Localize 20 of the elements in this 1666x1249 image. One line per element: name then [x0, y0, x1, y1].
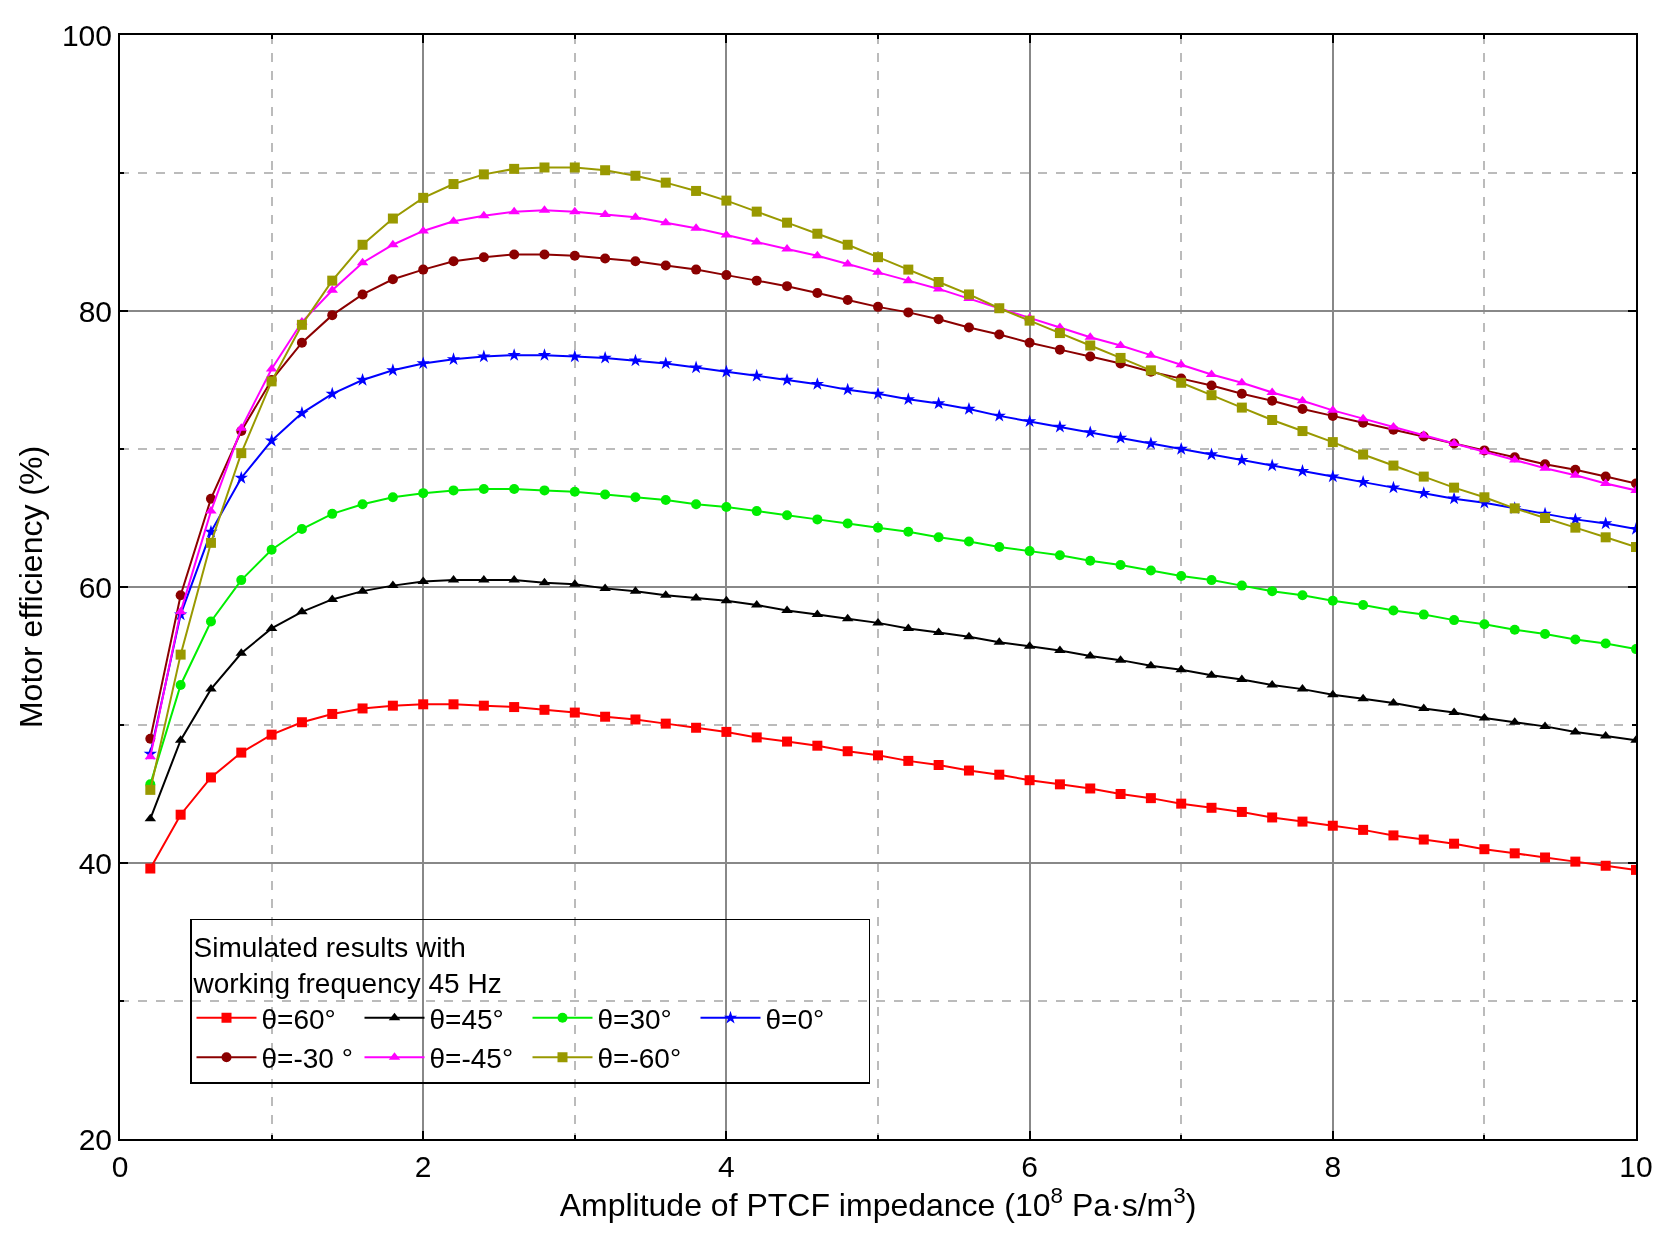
legend-label: θ=45°	[429, 1003, 504, 1035]
y-tick-label: 80	[78, 294, 112, 328]
x-tick-label: 0	[111, 1150, 129, 1183]
legend-label: θ=-60°	[597, 1043, 682, 1075]
x-tick-label: 8	[1324, 1150, 1342, 1183]
legend-label: θ=0°	[765, 1003, 825, 1035]
y-tick-label: 60	[78, 570, 112, 604]
y-tick-label: 40	[78, 846, 112, 880]
legend-label: θ=-45°	[429, 1043, 514, 1075]
x-axis-title: Amplitude of PTCF impedance (10$^{8}$ Pa·s/m$^{3}$)	[559, 1183, 1197, 1224]
y-tick-label: 100	[61, 18, 112, 52]
legend-label: θ=60°	[261, 1003, 336, 1035]
y-axis-title: Motor efficiency (%)	[12, 445, 49, 729]
x-tick-label: 4	[718, 1150, 735, 1183]
x-tick-label: 6	[1021, 1150, 1038, 1183]
legend-label: θ=-30 °	[261, 1043, 353, 1075]
legend-label: θ=30°	[597, 1003, 672, 1035]
x-tick-label: 10	[1619, 1150, 1653, 1183]
x-tick-label: 2	[414, 1150, 432, 1183]
y-tick-label: 20	[78, 1122, 112, 1156]
